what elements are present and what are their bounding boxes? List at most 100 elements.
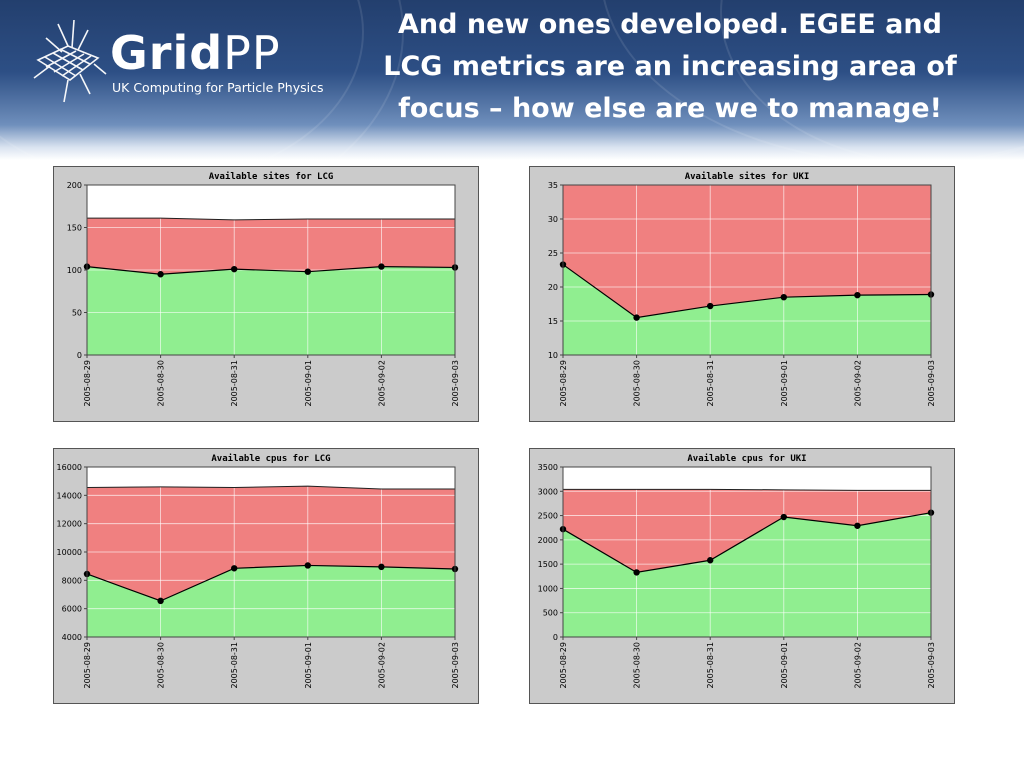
gridpp-logo: GridPP xyxy=(110,30,281,76)
y-tick-label: 25 xyxy=(548,249,558,258)
available-line xyxy=(562,264,932,319)
available-area xyxy=(563,512,931,637)
unavailable-area xyxy=(87,218,455,275)
y-tick-label: 2500 xyxy=(538,512,558,521)
data-point xyxy=(231,565,238,572)
x-tick-label: 2005-09-02 xyxy=(377,642,386,689)
available-line xyxy=(562,512,932,574)
y-tick-label: 3500 xyxy=(538,463,558,472)
data-point xyxy=(231,265,238,273)
unavailable-line xyxy=(86,485,455,490)
y-tick-label: 12000 xyxy=(57,520,82,529)
y-tick-label: 35 xyxy=(548,181,558,190)
x-tick-label: 2005-09-03 xyxy=(927,642,936,689)
data-point xyxy=(378,563,385,571)
x-tick-label: 2005-09-01 xyxy=(304,642,313,689)
slide-title-line: focus – how else are we to manage! xyxy=(398,93,942,124)
chart-sites-lcg: Available sites for LCG 0 50 100 150 200 2005-… xyxy=(67,171,460,407)
logo-subtitle: UK Computing for Particle Physics xyxy=(112,80,324,95)
data-point xyxy=(854,522,861,529)
available-area xyxy=(87,266,455,355)
x-tick-label: 2005-08-30 xyxy=(633,642,642,689)
chart-cpus-lcg: Available cpus for LCG 4000 6000 8000 10000 1… xyxy=(57,453,460,689)
x-tick-label: 2005-08-31 xyxy=(706,360,715,407)
y-tick-label: 16000 xyxy=(57,463,82,472)
available-area xyxy=(87,565,455,637)
x-tick-label: 2005-09-03 xyxy=(927,360,936,407)
x-tick-label: 2005-08-31 xyxy=(230,360,239,407)
y-tick-label: 30 xyxy=(548,215,558,224)
x-tick-label: 2005-08-30 xyxy=(157,360,166,407)
slide-title: And new ones developed. EGEE and LCG met… xyxy=(350,4,990,130)
data-point xyxy=(780,294,787,301)
data-point xyxy=(157,271,164,278)
x-tick-label: 2005-09-02 xyxy=(377,360,386,407)
x-tick-label: 2005-08-30 xyxy=(633,360,642,407)
y-tick-label: 20 xyxy=(548,283,558,292)
unavailable-line xyxy=(87,217,455,221)
y-tick-label: 0 xyxy=(77,351,82,360)
plot-frame xyxy=(562,466,932,638)
y-tick-label: 2000 xyxy=(538,536,558,545)
y-tick-label: 1000 xyxy=(538,584,558,593)
chart-title: Available sites for LCG xyxy=(209,171,334,182)
y-tick-label: 50 xyxy=(72,309,82,318)
data-point xyxy=(633,569,640,576)
data-point xyxy=(780,513,787,521)
data-point xyxy=(854,291,861,299)
logo-accent-text: PP xyxy=(223,26,281,80)
x-tick-label: 2005-08-29 xyxy=(83,642,92,689)
y-tick-label: 200 xyxy=(67,181,82,190)
x-tick-label: 2005-08-31 xyxy=(230,642,239,689)
data-point xyxy=(157,597,164,605)
chart-cpus-uki: Available cpus for UKI 0 500 1000 1500 2000 25… xyxy=(538,453,936,689)
y-tick-label: 4000 xyxy=(62,633,82,642)
chart-panel-sites-lcg: Available sites for LCG 0 50 100 150 200 2005-… xyxy=(53,166,479,422)
x-tick-label: 2005-09-02 xyxy=(853,360,862,407)
data-point xyxy=(378,263,385,270)
x-tick-label: 2005-09-03 xyxy=(451,360,460,407)
x-tick-label: 2005-08-29 xyxy=(83,360,92,407)
chart-panel-cpus-uki: Available cpus for UKI 0 500 1000 1500 2000 25… xyxy=(529,448,955,704)
logo-main-text: Grid xyxy=(110,26,224,80)
y-tick-label: 15 xyxy=(548,317,558,326)
x-tick-label: 2005-09-01 xyxy=(780,360,789,407)
header-banner: GridPP UK Computing for Particle Physics… xyxy=(0,0,1024,160)
unavailable-area xyxy=(87,486,455,601)
chart-sites-uki: Available sites for UKI 10 15 20 25 30 35 2005-… xyxy=(548,171,936,407)
data-point xyxy=(707,557,714,564)
y-tick-label: 6000 xyxy=(62,605,82,614)
y-tick-label: 150 xyxy=(67,224,82,233)
x-tick-label: 2005-08-29 xyxy=(559,360,568,407)
y-tick-label: 10 xyxy=(548,351,558,360)
slide-title-line: LCG metrics are an increasing area of xyxy=(383,51,957,82)
x-tick-label: 2005-09-01 xyxy=(304,360,313,407)
unavailable-area xyxy=(563,489,931,573)
y-tick-label: 10000 xyxy=(57,548,82,557)
gridpp-grid-icon xyxy=(28,18,108,108)
x-tick-label: 2005-08-29 xyxy=(559,642,568,689)
available-area xyxy=(563,264,931,355)
unavailable-line xyxy=(563,488,931,491)
available-line xyxy=(86,265,456,275)
y-tick-label: 0 xyxy=(553,633,558,642)
unavailable-area xyxy=(563,185,931,318)
x-tick-label: 2005-08-31 xyxy=(706,642,715,689)
slide-title-line: And new ones developed. EGEE and xyxy=(398,9,942,40)
x-tick-label: 2005-09-03 xyxy=(451,642,460,689)
chart-panel-cpus-lcg: Available cpus for LCG 4000 6000 8000 10000 1… xyxy=(53,448,479,704)
x-tick-label: 2005-08-30 xyxy=(157,642,166,689)
x-tick-label: 2005-09-02 xyxy=(853,642,862,689)
chart-title: Available cpus for UKI xyxy=(687,453,806,464)
data-point xyxy=(707,302,714,310)
y-tick-label: 14000 xyxy=(57,491,82,500)
y-tick-label: 8000 xyxy=(62,576,82,585)
y-tick-label: 100 xyxy=(67,266,82,275)
chart-title: Available cpus for LCG xyxy=(211,453,330,464)
chart-panel-sites-uki: Available sites for UKI 10 15 20 25 30 35 2005-… xyxy=(529,166,955,422)
y-tick-label: 3000 xyxy=(538,487,558,496)
available-line xyxy=(86,564,456,602)
plot-frame xyxy=(562,184,932,356)
data-point xyxy=(304,268,311,275)
y-tick-label: 1500 xyxy=(538,560,558,569)
